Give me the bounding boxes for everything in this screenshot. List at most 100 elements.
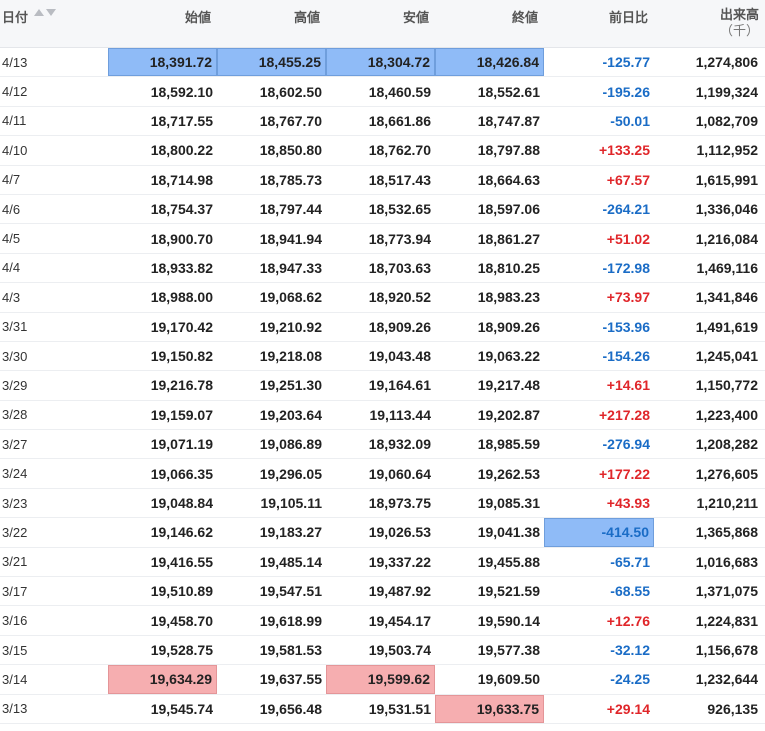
cell-date: 4/5 — [2, 231, 21, 247]
cell-open: 19,458.70 — [150, 612, 213, 629]
column-header-date-label: 日付 — [2, 10, 29, 25]
cell-change: -50.01 — [610, 112, 650, 129]
cell-date: 3/16 — [2, 613, 28, 629]
cell-high: 18,767.70 — [259, 112, 322, 129]
cell-close: 18,909.26 — [477, 318, 540, 335]
table-row: 4/7 18,714.98 18,785.73 18,517.43 18,664.63 +… — [0, 165, 765, 195]
column-header-date[interactable]: 日付 — [0, 0, 108, 47]
cell-change: -125.77 — [602, 54, 650, 71]
table-row: 3/27 19,071.19 19,086.89 18,932.09 18,985.59… — [0, 430, 765, 460]
cell-close: 19,633.75 — [435, 694, 544, 723]
cell-change: -32.12 — [610, 642, 650, 658]
cell-volume: 1,208,282 — [695, 436, 758, 453]
cell-date: 3/14 — [2, 671, 28, 687]
table-row: 3/28 19,159.07 19,203.64 19,113.44 19,202.87… — [0, 400, 765, 431]
cell-volume: 1,232,644 — [695, 671, 758, 688]
cell-low: 19,337.22 — [368, 553, 431, 570]
cell-high: 18,850.80 — [259, 142, 322, 159]
cell-close: 18,597.06 — [477, 201, 540, 218]
cell-volume: 1,371,075 — [695, 583, 758, 600]
table-row: 4/3 18,988.00 19,068.62 18,920.52 18,983.23 +… — [0, 283, 765, 313]
cell-volume: 1,156,678 — [695, 642, 758, 658]
cell-change: +73.97 — [606, 289, 650, 306]
cell-open: 18,592.10 — [150, 83, 213, 100]
cell-open: 19,416.55 — [150, 553, 213, 570]
sort-ascending-icon[interactable] — [34, 9, 45, 16]
cell-date: 3/13 — [2, 701, 28, 717]
cell-date: 4/10 — [2, 142, 28, 158]
column-header-volume: 出来高 （千） — [654, 0, 765, 47]
cell-high: 19,485.14 — [259, 553, 322, 570]
cell-date: 4/11 — [2, 113, 27, 129]
cell-date: 3/21 — [2, 554, 28, 570]
cell-change: -24.25 — [610, 671, 650, 688]
cell-low: 18,973.75 — [368, 495, 431, 512]
cell-low: 18,909.26 — [368, 318, 431, 335]
cell-high: 19,656.48 — [259, 700, 322, 717]
cell-low: 19,531.51 — [368, 700, 431, 717]
cell-date: 3/31 — [2, 319, 28, 335]
cell-volume: 1,245,041 — [695, 348, 758, 365]
cell-date: 4/3 — [2, 289, 21, 305]
cell-low: 18,517.43 — [368, 171, 431, 188]
cell-change: -264.21 — [602, 201, 650, 218]
table-row: 4/12 18,592.10 18,602.50 18,460.59 18,552.61… — [0, 77, 765, 107]
cell-low: 19,060.64 — [368, 465, 431, 482]
table-header: 日付 始値 高値 安値 終値 前日比 出来高 （千） — [0, 0, 765, 48]
table-row: 4/5 18,900.70 18,941.94 18,773.94 18,861.27 +… — [0, 224, 765, 254]
cell-date: 3/28 — [2, 407, 28, 423]
cell-close: 19,262.53 — [477, 465, 540, 482]
cell-volume: 1,223,400 — [695, 406, 758, 423]
table-body: 4/13 18,391.72 18,455.25 18,304.72 18,426.84… — [0, 48, 765, 724]
table-row: 3/15 19,528.75 19,581.53 19,503.74 19,577.38… — [0, 635, 765, 666]
cell-open: 19,216.78 — [150, 377, 213, 394]
table-row: 3/30 19,150.82 19,218.08 19,043.48 19,063.22… — [0, 341, 765, 372]
cell-close: 19,202.87 — [477, 406, 540, 423]
cell-open: 18,988.00 — [150, 289, 213, 306]
cell-change: -154.26 — [602, 348, 650, 365]
table-row: 3/29 19,216.78 19,251.30 19,164.61 19,217.48… — [0, 371, 765, 401]
cell-close: 18,810.25 — [477, 259, 540, 276]
cell-date: 3/17 — [2, 583, 28, 599]
cell-date: 3/24 — [2, 466, 28, 482]
cell-change: +67.57 — [606, 171, 650, 188]
sort-descending-icon[interactable] — [46, 9, 57, 16]
cell-volume: 1,276,605 — [695, 465, 758, 482]
cell-date: 4/4 — [2, 260, 21, 276]
table-row: 3/24 19,066.35 19,296.05 19,060.64 19,262.53… — [0, 459, 765, 489]
cell-low: 19,503.74 — [368, 642, 431, 658]
table-row: 3/22 19,146.62 19,183.27 19,026.53 19,041.38… — [0, 518, 765, 548]
cell-close: 19,521.59 — [477, 583, 540, 600]
cell-close: 18,983.23 — [477, 289, 540, 306]
cell-date: 4/12 — [2, 84, 28, 100]
cell-date: 4/7 — [2, 172, 21, 188]
table-row: 3/21 19,416.55 19,485.14 19,337.22 19,455.88… — [0, 548, 765, 578]
cell-open: 18,754.37 — [150, 201, 213, 218]
cell-low: 19,487.92 — [368, 583, 431, 600]
cell-volume: 1,336,046 — [695, 201, 758, 218]
column-header-high: 高値 — [293, 10, 320, 25]
cell-high: 19,618.99 — [259, 612, 322, 629]
cell-date: 3/22 — [2, 524, 28, 540]
cell-low: 19,113.44 — [369, 406, 431, 423]
cell-open: 18,717.55 — [150, 112, 213, 129]
cell-high: 19,105.11 — [260, 495, 322, 512]
cell-high: 18,455.25 — [217, 48, 326, 77]
cell-change: -68.55 — [610, 583, 650, 600]
cell-close: 18,861.27 — [477, 230, 540, 247]
table-row: 3/17 19,510.89 19,547.51 19,487.92 19,521.59… — [0, 577, 765, 607]
cell-open: 19,048.84 — [150, 495, 213, 512]
cell-high: 19,068.62 — [259, 289, 322, 306]
cell-open: 19,150.82 — [150, 348, 213, 365]
cell-low: 18,460.59 — [368, 83, 431, 100]
cell-volume: 1,491,619 — [695, 318, 758, 335]
cell-open: 18,391.72 — [108, 48, 217, 77]
cell-open: 18,933.82 — [150, 259, 213, 276]
cell-date: 3/29 — [2, 377, 28, 393]
cell-high: 19,183.27 — [259, 524, 322, 541]
cell-low: 19,026.53 — [368, 524, 431, 541]
cell-volume: 1,216,084 — [695, 230, 758, 247]
cell-change: -195.26 — [602, 83, 650, 100]
cell-change: +51.02 — [606, 230, 650, 247]
